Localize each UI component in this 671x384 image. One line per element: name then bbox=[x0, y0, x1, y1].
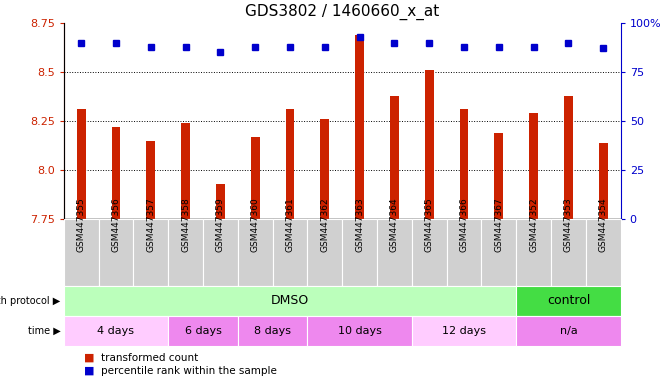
Bar bbox=[286, 109, 295, 219]
Text: GSM447354: GSM447354 bbox=[599, 198, 608, 253]
Text: n/a: n/a bbox=[560, 326, 577, 336]
Bar bbox=[181, 123, 190, 219]
Text: control: control bbox=[547, 295, 590, 308]
Text: 6 days: 6 days bbox=[185, 326, 221, 336]
Text: GSM447363: GSM447363 bbox=[355, 198, 364, 253]
Bar bbox=[460, 109, 468, 219]
Text: 8 days: 8 days bbox=[254, 326, 291, 336]
Text: GSM447356: GSM447356 bbox=[111, 198, 121, 253]
Text: 4 days: 4 days bbox=[97, 326, 134, 336]
Text: GSM447358: GSM447358 bbox=[181, 198, 190, 253]
Bar bbox=[425, 70, 433, 219]
Text: growth protocol ▶: growth protocol ▶ bbox=[0, 296, 60, 306]
Bar bbox=[564, 96, 573, 219]
Bar bbox=[321, 119, 329, 219]
Bar bbox=[111, 127, 120, 219]
Bar bbox=[495, 133, 503, 219]
Text: percentile rank within the sample: percentile rank within the sample bbox=[101, 366, 276, 376]
Text: transformed count: transformed count bbox=[101, 353, 198, 363]
Text: GSM447359: GSM447359 bbox=[216, 198, 225, 253]
Title: GDS3802 / 1460660_x_at: GDS3802 / 1460660_x_at bbox=[245, 4, 440, 20]
Bar bbox=[390, 96, 399, 219]
Bar bbox=[599, 142, 608, 219]
Text: DMSO: DMSO bbox=[271, 295, 309, 308]
Bar bbox=[146, 141, 155, 219]
Text: GSM447355: GSM447355 bbox=[76, 198, 86, 253]
Text: time ▶: time ▶ bbox=[28, 326, 60, 336]
Text: GSM447366: GSM447366 bbox=[460, 198, 468, 253]
Text: GSM447365: GSM447365 bbox=[425, 198, 433, 253]
Text: GSM447352: GSM447352 bbox=[529, 198, 538, 253]
Text: GSM447360: GSM447360 bbox=[251, 198, 260, 253]
Text: GSM447362: GSM447362 bbox=[320, 198, 329, 253]
Bar bbox=[529, 113, 538, 219]
Text: GSM447367: GSM447367 bbox=[495, 198, 503, 253]
Text: GSM447361: GSM447361 bbox=[285, 198, 295, 253]
Text: 12 days: 12 days bbox=[442, 326, 486, 336]
Bar bbox=[251, 137, 260, 219]
Bar bbox=[76, 109, 85, 219]
Text: GSM447364: GSM447364 bbox=[390, 198, 399, 253]
Text: ■: ■ bbox=[84, 353, 95, 363]
Text: 10 days: 10 days bbox=[338, 326, 382, 336]
Bar bbox=[216, 184, 225, 219]
Text: GSM447353: GSM447353 bbox=[564, 198, 573, 253]
Text: ■: ■ bbox=[84, 366, 95, 376]
Text: GSM447357: GSM447357 bbox=[146, 198, 155, 253]
Bar bbox=[355, 35, 364, 219]
